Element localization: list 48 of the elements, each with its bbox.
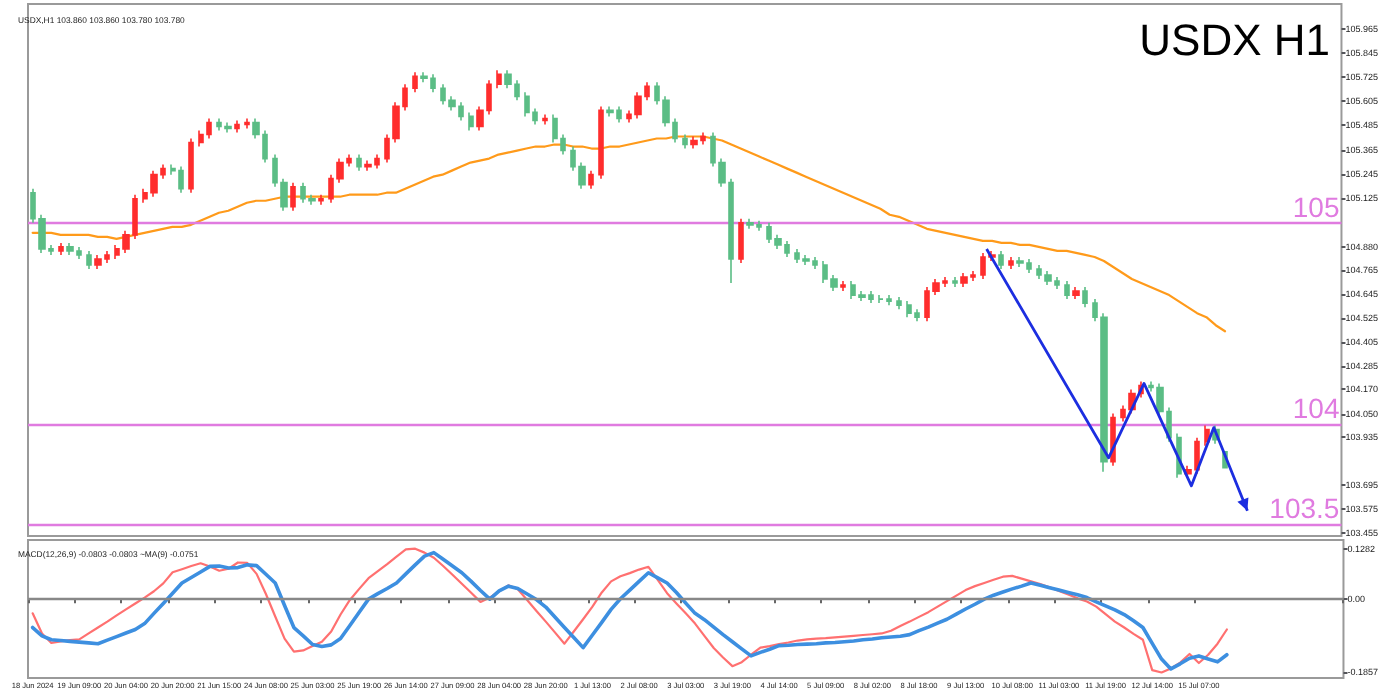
candlestick [86,250,92,270]
candlestick [496,69,502,90]
candlestick [952,276,958,288]
candlestick [356,153,362,172]
candlestick [94,254,102,270]
candlestick [840,280,846,292]
ref-line-label: 105 [1292,190,1340,223]
candlestick [1016,256,1024,268]
candlestick [1044,270,1052,286]
ref-line-label: 103.5 [1269,491,1340,524]
candlestick [318,193,324,206]
candlestick [1064,280,1070,300]
candlestick [468,111,474,132]
candlestick [1072,286,1080,300]
candlestick [690,135,698,150]
candlestick [914,308,920,322]
candlestick [542,113,548,126]
candlestick [738,218,744,264]
candlestick [1008,256,1014,270]
candlestick [906,300,912,318]
candlestick [290,181,296,212]
line-series [31,135,1227,333]
candlestick [524,91,530,118]
candlestick [244,117,250,130]
candlestick [598,105,604,180]
candlestick [206,117,212,140]
candlestick [802,254,810,266]
candlestick [682,133,688,150]
chart-title: USDX H1 [1139,15,1330,65]
candlestick [412,71,418,94]
candlestick [896,296,902,310]
candlestick [746,218,754,230]
candlestick [588,169,594,190]
candlestick [998,250,1004,270]
candlestick [606,105,614,118]
candlestick [960,272,968,288]
candlestick [1082,286,1088,308]
candlestick [150,169,158,198]
candlestick [234,119,240,134]
candlestick [178,165,184,194]
candlestick [66,242,74,256]
candlestick [886,294,892,306]
ref-line-label: 104 [1292,391,1340,424]
candlestick [188,137,194,194]
candlestick [58,242,64,256]
candlestick [420,71,428,84]
candlestick [224,121,232,134]
candlestick [364,159,372,172]
